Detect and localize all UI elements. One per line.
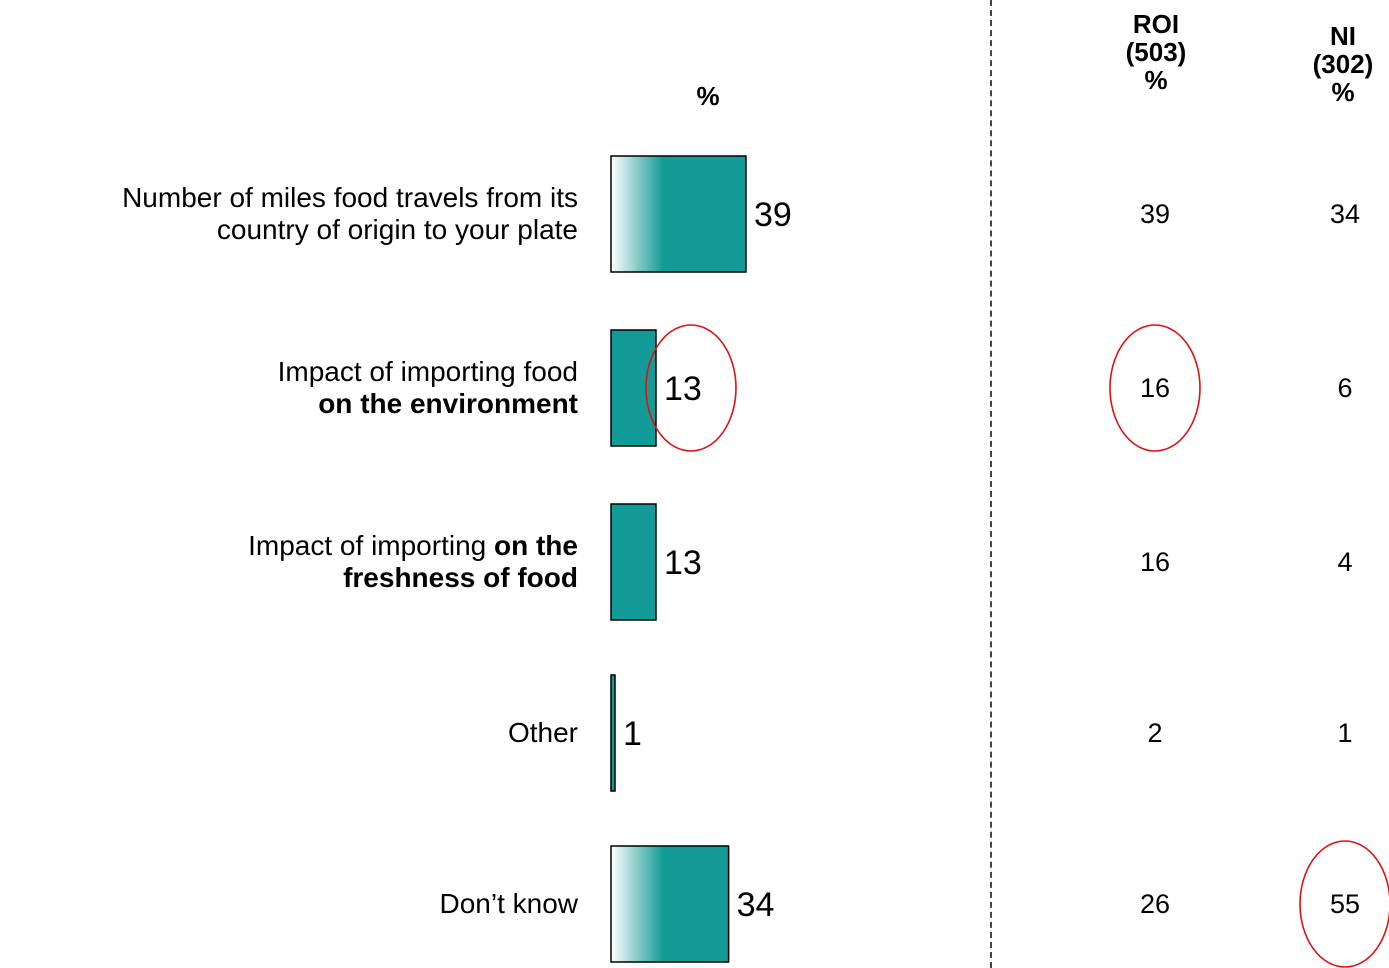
table-cell: 16 <box>1139 547 1171 577</box>
table-cell: 34 <box>1329 199 1361 229</box>
category-label: Impact of importing on the freshness of f… <box>0 530 578 594</box>
ni-header-base: (302) <box>1312 49 1374 79</box>
value-column-header: % <box>696 81 720 111</box>
category-label-segment: Impact of importing food <box>277 356 578 387</box>
category-label: Impact of importing food on the environme… <box>0 356 578 420</box>
bar-value-label: 1 <box>623 715 642 753</box>
category-label: Don’t know <box>0 888 578 920</box>
category-label: Number of miles food travels from its cou… <box>0 182 578 246</box>
bar-highlight <box>611 156 663 272</box>
roi-column-header: ROI (503) % <box>1106 10 1206 94</box>
category-label-line: freshness of food <box>0 562 578 594</box>
roi-header-unit: % <box>1144 65 1168 95</box>
highlight-circle <box>1299 840 1389 968</box>
ni-column-header: NI (302) % <box>1298 22 1388 106</box>
bar-value-label: 13 <box>664 544 702 582</box>
bar <box>610 329 657 447</box>
bar-value-label: 13 <box>664 370 702 408</box>
bar-highlight <box>611 846 663 962</box>
table-cell: 39 <box>1139 199 1171 229</box>
category-label-line: Impact of importing on the <box>0 530 578 562</box>
category-label-segment: country of origin to your plate <box>216 214 578 245</box>
roi-header-name: ROI <box>1132 9 1180 39</box>
category-label-segment: freshness of food <box>343 562 578 593</box>
bar <box>610 845 730 963</box>
category-label-segment: Impact of importing <box>248 530 494 561</box>
highlight-circle <box>645 324 737 452</box>
table-cell: 2 <box>1147 718 1163 748</box>
bar-value-label: 34 <box>737 886 775 924</box>
bar-value-label: 39 <box>754 196 792 234</box>
category-label-line: Other <box>0 717 578 749</box>
section-divider <box>990 0 992 968</box>
category-label-segment: on the environment <box>318 388 578 419</box>
category-label-segment: on the <box>494 530 578 561</box>
category-label: Other <box>0 717 578 749</box>
table-cell: 1 <box>1337 718 1353 748</box>
category-label-segment: Don’t know <box>439 888 578 919</box>
category-label-line: Number of miles food travels from its <box>0 182 578 214</box>
category-label-line: Impact of importing food <box>0 356 578 388</box>
bar <box>610 155 747 273</box>
category-label-line: Don’t know <box>0 888 578 920</box>
highlight-circle <box>1109 324 1201 452</box>
bar <box>610 674 616 792</box>
table-cell: 6 <box>1337 373 1353 403</box>
ni-header-unit: % <box>1331 77 1355 107</box>
roi-header-base: (503) <box>1125 37 1187 67</box>
bar <box>610 503 657 621</box>
ni-header-name: NI <box>1330 21 1356 51</box>
table-cell: 16 <box>1139 373 1171 403</box>
table-cell: 4 <box>1337 547 1353 577</box>
category-label-segment: Number of miles food travels from its <box>122 182 578 213</box>
category-label-segment: Other <box>507 717 578 748</box>
table-cell: 26 <box>1139 889 1171 919</box>
category-label-line: on the environment <box>0 388 578 420</box>
category-label-line: country of origin to your plate <box>0 214 578 246</box>
table-cell: 55 <box>1329 889 1361 919</box>
